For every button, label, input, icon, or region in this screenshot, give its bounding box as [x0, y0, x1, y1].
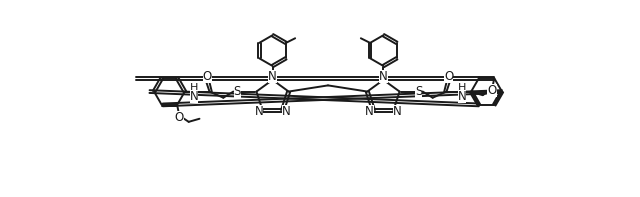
- Text: N: N: [282, 105, 291, 118]
- Text: H: H: [190, 83, 198, 93]
- Text: O: O: [175, 111, 184, 124]
- Text: N: N: [379, 70, 388, 83]
- Text: H: H: [458, 83, 466, 93]
- Text: S: S: [415, 85, 422, 98]
- Text: N: N: [458, 90, 467, 103]
- Text: O: O: [444, 70, 454, 83]
- Text: N: N: [365, 105, 374, 118]
- Text: N: N: [268, 70, 277, 83]
- Text: N: N: [393, 105, 402, 118]
- Text: N: N: [189, 90, 198, 103]
- Text: N: N: [254, 105, 263, 118]
- Text: S: S: [234, 85, 241, 98]
- Text: O: O: [487, 84, 497, 97]
- Text: O: O: [202, 70, 212, 83]
